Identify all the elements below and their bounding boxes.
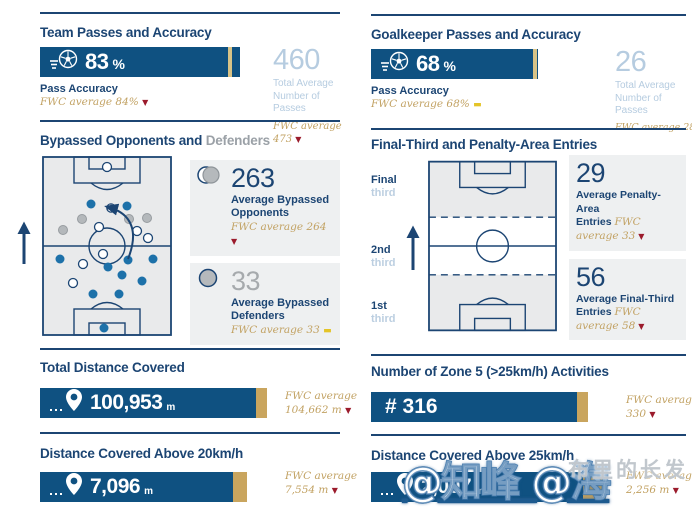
panel-title-distance-25: Distance Covered Above 25km/h xyxy=(371,448,575,463)
fwc-average-note: FWC average 68% ▬ xyxy=(371,98,482,110)
fwc-average-note: FWC average 7,554 m ▼ xyxy=(285,470,358,496)
fwc-average-note: FWC average 473 ▼ xyxy=(273,120,342,145)
total-passes-label: Total Average Number of Passes xyxy=(273,78,334,114)
zone5-value: # 316 xyxy=(385,395,438,418)
stat-value: 263 xyxy=(231,163,275,193)
distance-25-bar: 2,007 m xyxy=(371,472,606,502)
stat-penalty-area-entries: 29 Average Penalty-Area Entries FWC aver… xyxy=(569,155,686,251)
fwc-average-note: FWC average 28 ▼ xyxy=(615,121,692,133)
zone5-bar: # 316 xyxy=(371,392,588,422)
distance-value: 2,007 xyxy=(421,475,472,498)
trend-down-icon: ▼ xyxy=(638,321,645,331)
side-stat-gk-total-passes: 26 Total Average Number of Passes FWC av… xyxy=(615,48,692,134)
panel-title-distance-20: Distance Covered Above 20km/h xyxy=(40,446,244,461)
bar-label: Pass Accuracy xyxy=(371,85,449,97)
trend-down-icon: ▼ xyxy=(331,485,338,495)
fwc-average-note: FWC average 33 xyxy=(576,216,641,242)
location-pin-icon xyxy=(380,472,416,503)
side-stat-total-passes: 460 Total Average Number of Passes FWC a… xyxy=(273,46,351,146)
fwc-average-note: FWC average 33 ▬ xyxy=(231,324,332,337)
bypassed-stats: 263 Average Bypassed Opponents FWC avera… xyxy=(190,160,340,345)
total-passes-value: 460 xyxy=(273,44,320,76)
fwc-average-note: FWC average 2,256 m ▼ xyxy=(626,470,692,496)
zone-label-2nd-third: 2nd third xyxy=(371,244,396,269)
gk-total-passes-value: 26 xyxy=(615,46,647,78)
location-pin-icon xyxy=(49,472,85,503)
attack-direction-arrow-icon xyxy=(405,224,421,277)
distance-value: 100,953 xyxy=(90,391,163,414)
distance-unit: m xyxy=(144,486,153,497)
distance-unit: m xyxy=(166,402,176,413)
pass-arrow xyxy=(104,203,135,260)
gk-total-passes-label: Total Average Number of Passes xyxy=(615,80,676,116)
gray-circle-icon xyxy=(197,268,223,338)
stat-final-third-entries: 56 Average Final-Third Entries FWC avera… xyxy=(569,258,686,341)
panel-distance-25: Distance Covered Above 25km/h 2,007 m FW… xyxy=(371,434,692,502)
fwc-average-tick xyxy=(533,49,537,79)
stat-value: 29 xyxy=(576,158,606,188)
panel-team-passes: Team Passes and Accuracy 83 % xyxy=(40,12,342,145)
right-column: Goalkeeper Passes and Accuracy 68 % xyxy=(371,0,692,502)
panel-title-bypassed: Bypassed Opponents and Defenders xyxy=(40,133,270,148)
panel-total-distance: Total Distance Covered 100,953 m FWC ave… xyxy=(40,348,357,432)
panel-entries: Final-Third and Penalty-Area Entries Fin… xyxy=(371,128,686,356)
trend-down-icon: ▼ xyxy=(142,98,149,107)
fwc-average-note: FWC average 264 ▼ xyxy=(231,221,327,247)
stat-bypassed-opponents: 263 Average Bypassed Opponents FWC avera… xyxy=(190,160,340,256)
fwc-average-tick xyxy=(228,47,232,77)
fwc-average-note: FWC average 84% ▼ xyxy=(40,96,149,108)
pass-accuracy-value: 83 xyxy=(85,49,109,74)
stat-value: 56 xyxy=(576,261,606,292)
zone-label-1st-third: 1st third xyxy=(371,300,396,325)
distance-value: 7,096 xyxy=(90,475,141,498)
total-distance-bar: 100,953 m xyxy=(40,388,267,418)
panel-gk-passes: Goalkeeper Passes and Accuracy 68 % xyxy=(371,14,692,133)
attack-direction-arrow-icon xyxy=(16,220,32,271)
bar-label: Pass Accuracy xyxy=(40,83,118,95)
trend-down-icon: ▼ xyxy=(231,237,238,247)
trend-down-icon: ▼ xyxy=(295,134,302,144)
trend-even-icon: ▬ xyxy=(323,326,331,337)
distance-20-bar: 7,096 m xyxy=(40,472,247,502)
player-dots xyxy=(55,199,158,333)
trend-down-icon: ▼ xyxy=(345,405,352,415)
stat-label: Average Bypassed Opponents xyxy=(231,194,330,220)
team-pass-accuracy-bar: 83 % xyxy=(40,47,240,77)
location-pin-icon xyxy=(49,388,85,419)
panel-bypassed: Bypassed Opponents and Defenders xyxy=(17,120,340,348)
fwc-average-note: FWC average 104,662 m ▼ xyxy=(285,390,358,416)
zone-label-final-third: Final third xyxy=(371,174,397,199)
stat-label: Average Bypassed Defenders xyxy=(231,296,330,322)
pitch-diagram-bypassed xyxy=(42,156,172,336)
distance-unit: m xyxy=(475,486,484,497)
trend-down-icon: ▼ xyxy=(649,409,656,419)
trend-down-icon: ▼ xyxy=(638,231,645,241)
stat-label: Average Penalty-Area Entries FWC average… xyxy=(576,189,661,242)
stat-value: 33 xyxy=(231,265,261,296)
pitch-diagram-thirds xyxy=(428,160,557,332)
double-circle-icon xyxy=(197,165,223,249)
panel-title-gk-passes: Goalkeeper Passes and Accuracy xyxy=(371,27,581,42)
gk-pass-accuracy-bar: 68 % xyxy=(371,49,538,79)
panel-zone5: Number of Zone 5 (>25km/h) Activities # … xyxy=(371,354,692,436)
stat-bypassed-defenders: 33 Average Bypassed Defenders FWC averag… xyxy=(190,262,340,345)
left-column: Team Passes and Accuracy 83 % xyxy=(17,0,357,502)
entries-stats: 29 Average Penalty-Area Entries FWC aver… xyxy=(569,155,686,341)
soccer-ball-icon xyxy=(49,48,79,77)
stat-label: Average Final-Third Entries FWC average … xyxy=(576,292,675,332)
gk-pass-accuracy-unit: % xyxy=(443,58,456,74)
panel-title-total-distance: Total Distance Covered xyxy=(40,360,185,375)
pass-accuracy-unit: % xyxy=(112,56,125,72)
panel-title-entries: Final-Third and Penalty-Area Entries xyxy=(371,137,598,152)
soccer-ball-icon xyxy=(380,50,410,79)
fwc-average-note: FWC average 58 xyxy=(576,306,641,332)
trend-even-icon: ▬ xyxy=(473,100,481,110)
panel-distance-20: Distance Covered Above 20km/h 7,096 m FW… xyxy=(40,432,357,502)
gk-pass-accuracy-value: 68 xyxy=(416,51,440,76)
panel-title-zone5: Number of Zone 5 (>25km/h) Activities xyxy=(371,364,609,379)
trend-down-icon: ▼ xyxy=(672,485,679,495)
fwc-average-note: FWC average 330 ▼ xyxy=(626,394,692,420)
panel-title-team-passes: Team Passes and Accuracy xyxy=(40,25,212,40)
